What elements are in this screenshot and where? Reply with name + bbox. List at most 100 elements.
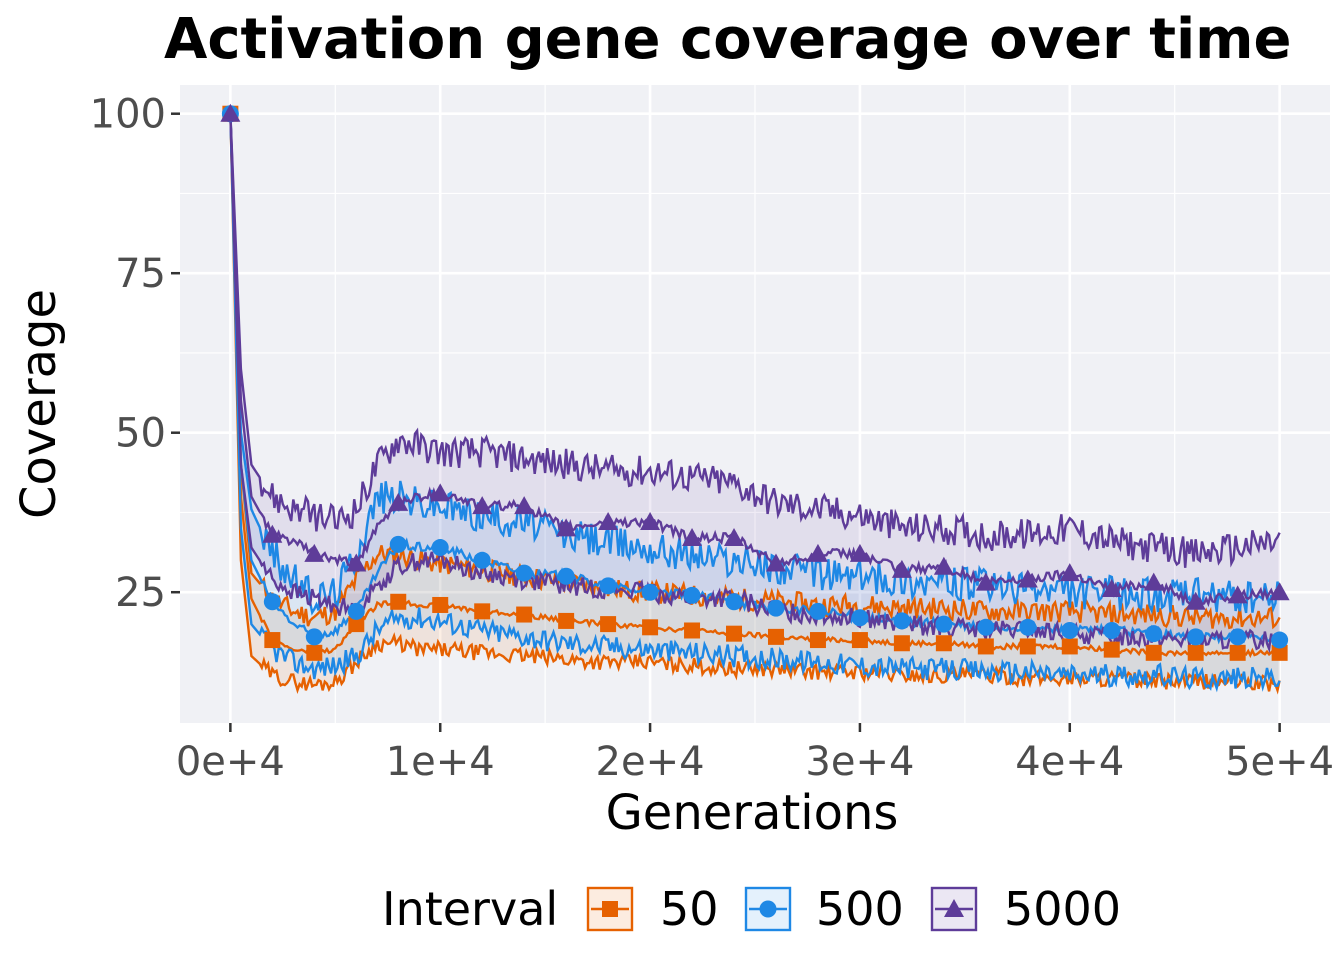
chart-title: Activation gene coverage over time: [164, 7, 1292, 72]
marker-5000: [262, 524, 283, 543]
y-tick-label: 25: [115, 570, 166, 616]
marker-5000: [1059, 563, 1080, 582]
x-axis: 0e+4 1e+4 2e+4 3e+4 4e+4 5e+4: [176, 723, 1334, 785]
marker-5000: [472, 496, 493, 515]
legend-label-5000: 5000: [1004, 882, 1121, 936]
series-markers: [220, 103, 1290, 661]
minor-gridlines: [180, 85, 1330, 723]
marker-50: [390, 593, 407, 610]
marker-50: [600, 616, 617, 633]
marker-5000: [682, 527, 703, 546]
marker-5000: [1227, 585, 1248, 604]
marker-50: [1061, 638, 1078, 655]
legend-label-500: 500: [816, 882, 904, 936]
x-axis-title: Generations: [606, 785, 899, 841]
marker-500: [347, 602, 365, 620]
x-tick-label: 0e+4: [176, 739, 285, 785]
x-tick-label: 1e+4: [386, 739, 495, 785]
y-tick-label: 100: [90, 92, 166, 138]
lower-line-500: [229, 113, 1281, 693]
lower-line-50: [229, 113, 1281, 695]
marker-500: [389, 535, 407, 553]
marker-50: [767, 628, 784, 645]
marker-500: [1187, 628, 1205, 646]
marker-5000: [1017, 569, 1038, 588]
marker-5000: [849, 543, 870, 562]
marker-5000: [975, 572, 996, 591]
marker-50: [935, 635, 952, 652]
marker-500: [431, 539, 449, 557]
marker-50: [977, 638, 994, 655]
marker-500: [1103, 621, 1121, 639]
marker-50: [809, 632, 826, 649]
x-tick-label: 3e+4: [805, 739, 914, 785]
legend-label-50: 50: [660, 882, 719, 936]
marker-500: [935, 615, 953, 633]
marker-5000: [304, 543, 325, 562]
marker-50: [264, 632, 281, 649]
marker-500: [641, 583, 659, 601]
marker-500: [557, 567, 575, 585]
marker-5000: [1185, 591, 1206, 610]
marker-50: [1145, 644, 1162, 661]
marker-50: [1019, 638, 1036, 655]
marker-50: [684, 622, 701, 639]
marker-500: [599, 577, 617, 595]
marker-5000: [220, 103, 241, 122]
marker-500: [305, 628, 323, 646]
marker-500: [1145, 625, 1163, 643]
marker-5000: [514, 496, 535, 515]
legend-marker-500: [759, 900, 777, 918]
marker-50: [558, 612, 575, 629]
marker-500: [725, 593, 743, 611]
marker-5000: [933, 556, 954, 575]
marker-500: [767, 599, 785, 617]
legend-marker-50: [602, 901, 618, 917]
marker-500: [1019, 618, 1037, 636]
marker-50: [474, 603, 491, 620]
median-line-5000: [229, 113, 1281, 608]
marker-5000: [1143, 572, 1164, 591]
marker-5000: [724, 527, 745, 546]
marker-5000: [640, 512, 661, 531]
marker-5000: [1101, 579, 1122, 598]
marker-500: [809, 602, 827, 620]
marker-5000: [388, 492, 409, 511]
marker-500: [263, 593, 281, 611]
marker-5000: [765, 553, 786, 572]
marker-50: [726, 625, 743, 642]
marker-50: [851, 632, 868, 649]
x-tick-label: 2e+4: [596, 739, 705, 785]
marker-50: [432, 596, 449, 613]
marker-500: [515, 564, 533, 582]
marker-500: [851, 609, 869, 627]
marker-5000: [598, 512, 619, 531]
major-gridlines: [180, 85, 1330, 723]
marker-50: [642, 619, 659, 636]
ribbon-50: [230, 113, 1280, 692]
marker-50: [516, 606, 533, 623]
y-tick-label: 50: [115, 411, 166, 457]
marker-50: [893, 635, 910, 652]
x-tick-label: 4e+4: [1015, 739, 1124, 785]
marker-50: [1103, 641, 1120, 658]
marker-50: [1187, 644, 1204, 661]
marker-5000: [1269, 582, 1290, 601]
legend-marker-5000: [944, 899, 964, 917]
y-tick-label: 75: [115, 251, 166, 297]
marker-5000: [346, 553, 367, 572]
legend-title: Interval: [382, 882, 558, 936]
marker-5000: [807, 543, 828, 562]
marker-5000: [430, 483, 451, 502]
marker-500: [977, 618, 995, 636]
y-axis-title: Coverage: [11, 289, 67, 519]
marker-500: [683, 586, 701, 604]
marker-50: [306, 644, 323, 661]
marker-5000: [556, 518, 577, 537]
y-axis: 25 50 75 100: [90, 92, 180, 616]
marker-500: [473, 551, 491, 569]
marker-50: [1271, 644, 1288, 661]
marker-500: [1061, 621, 1079, 639]
legend: Interval 50 500 5000: [382, 882, 1121, 936]
marker-5000: [891, 559, 912, 578]
